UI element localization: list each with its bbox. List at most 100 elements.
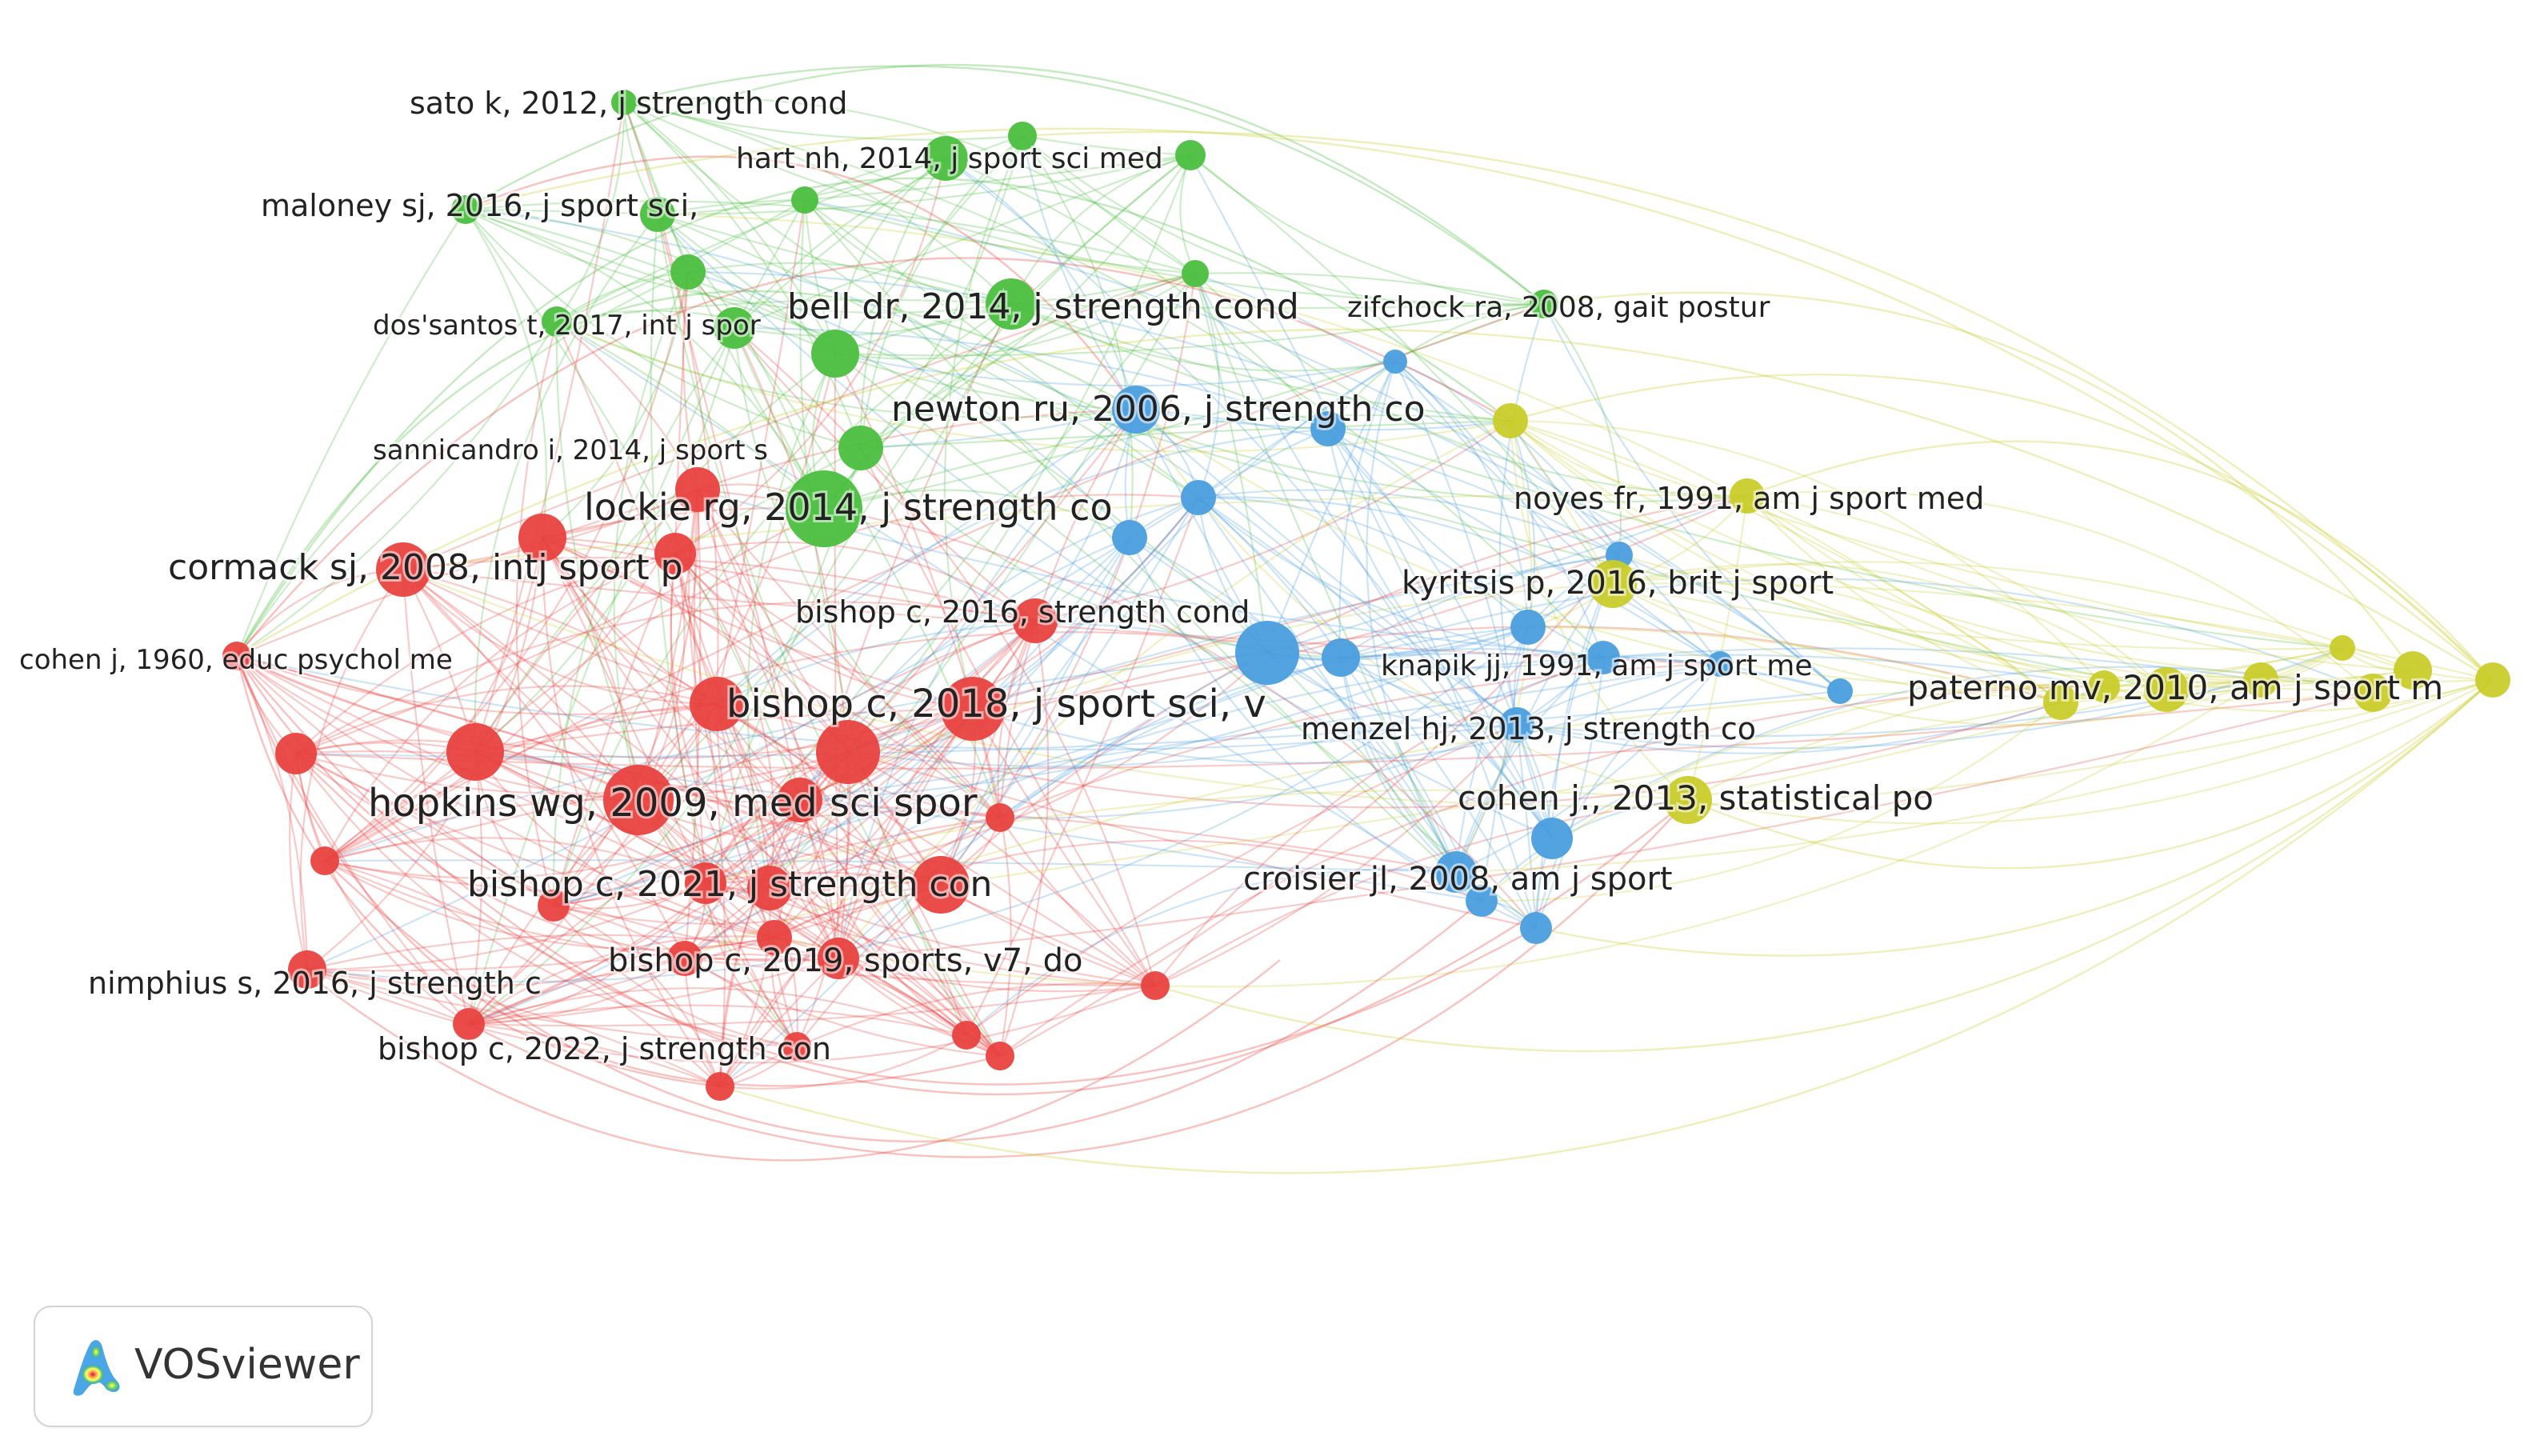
- network-node[interactable]: [782, 1032, 811, 1061]
- network-node[interactable]: [986, 803, 1014, 832]
- network-node[interactable]: [1586, 641, 1620, 674]
- node-label[interactable]: cohen j., 2013, statistical po: [1458, 778, 1934, 818]
- network-node[interactable]: [986, 1042, 1014, 1070]
- node-label[interactable]: menzel hj, 2013, j strength co: [1301, 711, 1756, 746]
- network-node[interactable]: [706, 1072, 734, 1101]
- network-node[interactable]: [1510, 610, 1546, 645]
- network-node[interactable]: [376, 542, 430, 597]
- network-node[interactable]: [1182, 260, 1209, 287]
- network-link: [306, 882, 706, 971]
- network-node[interactable]: [2243, 662, 2278, 698]
- network-node[interactable]: [310, 846, 339, 875]
- node-label[interactable]: noyes fr, 1991, am j sport med: [1514, 481, 1984, 516]
- network-node[interactable]: [288, 950, 326, 989]
- network-node[interactable]: [816, 720, 880, 784]
- network-node[interactable]: [654, 533, 696, 574]
- network-node[interactable]: [778, 778, 822, 822]
- network-node[interactable]: [1008, 122, 1037, 150]
- network-node[interactable]: [222, 642, 251, 670]
- network-node[interactable]: [1466, 885, 1498, 917]
- network-node[interactable]: [1499, 707, 1534, 742]
- network-node[interactable]: [1181, 480, 1216, 515]
- network-node[interactable]: [670, 254, 706, 290]
- network-node[interactable]: [912, 856, 970, 914]
- network-node[interactable]: [757, 920, 792, 955]
- network-node[interactable]: [275, 733, 317, 774]
- network-node[interactable]: [2394, 651, 2432, 690]
- network-node[interactable]: [923, 136, 968, 181]
- network-node[interactable]: [1493, 403, 1528, 438]
- network-node[interactable]: [1827, 678, 1853, 704]
- network-node[interactable]: [1664, 776, 1712, 824]
- network-node[interactable]: [603, 765, 674, 835]
- node-label[interactable]: dos'santos t, 2017, int j spor: [373, 310, 761, 342]
- node-label[interactable]: lockie rg, 2014, j strength co: [584, 486, 1113, 529]
- network-node[interactable]: [1112, 520, 1147, 555]
- network-node[interactable]: [1235, 621, 1299, 685]
- node-label[interactable]: cohen j, 1960, educ psychol me: [19, 644, 453, 676]
- network-node[interactable]: [2475, 662, 2510, 698]
- network-node[interactable]: [1141, 971, 1170, 1000]
- network-node[interactable]: [538, 890, 570, 922]
- node-label[interactable]: knapik jj, 1991, am j sport me: [1381, 650, 1813, 682]
- node-label[interactable]: bishop c, 2019, sports, v7, do: [608, 942, 1082, 979]
- network-node[interactable]: [667, 941, 702, 976]
- network-node[interactable]: [811, 330, 859, 378]
- network-node[interactable]: [2330, 635, 2355, 661]
- network-node[interactable]: [2354, 674, 2392, 712]
- node-label[interactable]: paterno mv, 2010, am j sport m: [1907, 668, 2443, 707]
- network-node[interactable]: [690, 677, 744, 731]
- network-node[interactable]: [1322, 638, 1360, 677]
- node-label[interactable]: bishop c, 2016, strength cond: [795, 594, 1250, 630]
- network-node[interactable]: [640, 197, 675, 232]
- network-node[interactable]: [1520, 912, 1552, 944]
- network-node[interactable]: [1175, 140, 1206, 170]
- node-label[interactable]: maloney sj, 2016, j sport sci,: [261, 188, 698, 223]
- node-label[interactable]: zifchock ra, 2008, gait postur: [1347, 291, 1770, 324]
- node-label[interactable]: kyritsis p, 2016, brit j sport: [1402, 565, 1834, 602]
- network-node[interactable]: [2043, 685, 2078, 720]
- network-node[interactable]: [714, 307, 755, 349]
- network-node[interactable]: [1730, 478, 1765, 514]
- node-label[interactable]: hopkins wg, 2009, med sci spor: [368, 781, 978, 826]
- network-node[interactable]: [1013, 598, 1058, 643]
- network-node[interactable]: [2144, 667, 2189, 712]
- network-node[interactable]: [2088, 670, 2120, 702]
- network-node[interactable]: [518, 514, 566, 562]
- node-label[interactable]: bishop c, 2018, j sport sci, v: [726, 682, 1266, 726]
- network-node[interactable]: [1531, 818, 1573, 859]
- node-label[interactable]: cormack sj, 2008, intj sport p: [168, 547, 683, 588]
- node-label[interactable]: bell dr, 2014, j strength cond: [787, 286, 1299, 327]
- node-label[interactable]: bishop c, 2021, j strength con: [467, 864, 992, 905]
- network-node[interactable]: [1112, 386, 1160, 434]
- node-label[interactable]: nimphius s, 2016, j strength c: [88, 966, 542, 1001]
- network-node[interactable]: [986, 278, 1037, 330]
- node-label[interactable]: sannicandro i, 2014, j sport s: [373, 434, 768, 466]
- network-node[interactable]: [791, 186, 818, 214]
- node-label[interactable]: sato k, 2012, j strength cond: [410, 86, 847, 121]
- node-label[interactable]: hart nh, 2014, j sport sci med: [736, 142, 1163, 175]
- network-node[interactable]: [1383, 350, 1407, 374]
- network-node[interactable]: [1589, 560, 1637, 608]
- network-node[interactable]: [747, 866, 792, 910]
- network-node[interactable]: [675, 467, 720, 512]
- network-node[interactable]: [611, 90, 637, 115]
- network-node[interactable]: [941, 677, 1005, 741]
- network-node[interactable]: [1310, 411, 1346, 446]
- network-node[interactable]: [1530, 290, 1558, 318]
- network-node[interactable]: [1435, 851, 1477, 893]
- node-label[interactable]: newton ru, 2006, j strength co: [891, 389, 1426, 430]
- network-node[interactable]: [453, 1008, 485, 1040]
- network-node[interactable]: [786, 470, 862, 547]
- network-node[interactable]: [542, 306, 572, 337]
- network-node[interactable]: [446, 723, 504, 781]
- network-node[interactable]: [1707, 651, 1733, 677]
- node-label[interactable]: croisier jl, 2008, am j sport: [1243, 861, 1673, 898]
- network-node[interactable]: [838, 426, 883, 470]
- network-node[interactable]: [952, 1021, 981, 1050]
- node-label[interactable]: bishop c, 2022, j strength con: [378, 1031, 831, 1066]
- network-node[interactable]: [451, 195, 480, 224]
- network-node[interactable]: [818, 938, 859, 979]
- network-node[interactable]: [685, 862, 726, 904]
